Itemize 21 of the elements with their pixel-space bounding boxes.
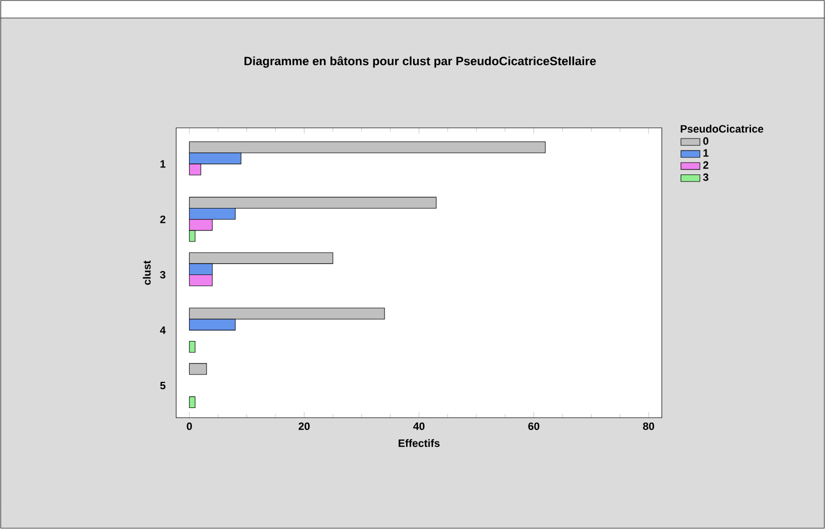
- x-axis-title: Effectifs: [398, 439, 440, 448]
- x-tick-label: 60: [528, 422, 540, 430]
- x-tick-label: 80: [643, 422, 654, 430]
- legend-label: 0: [703, 137, 708, 145]
- bar: [189, 341, 196, 353]
- x-tick-label: 20: [298, 422, 310, 430]
- legend-label: 2: [703, 161, 708, 169]
- x-tick-label: 0: [186, 422, 192, 430]
- y-tick-label: 4: [160, 326, 166, 334]
- legend-label: 1: [703, 149, 708, 157]
- x-tick-label: 40: [413, 422, 424, 430]
- y-axis-title: clust: [142, 260, 151, 286]
- chart-title: Diagramme en bâtons pour clust par PseudoCicatriceStellaire: [244, 56, 596, 68]
- legend-title: PseudoCicatrice: [680, 124, 764, 133]
- legend-label: 3: [703, 174, 708, 182]
- y-tick-label: 5: [160, 382, 166, 390]
- y-tick-label: 3: [160, 271, 166, 279]
- y-tick-label: 1: [160, 160, 166, 168]
- bar: [189, 396, 196, 408]
- bar: [189, 363, 207, 375]
- y-tick-label: 2: [160, 216, 166, 224]
